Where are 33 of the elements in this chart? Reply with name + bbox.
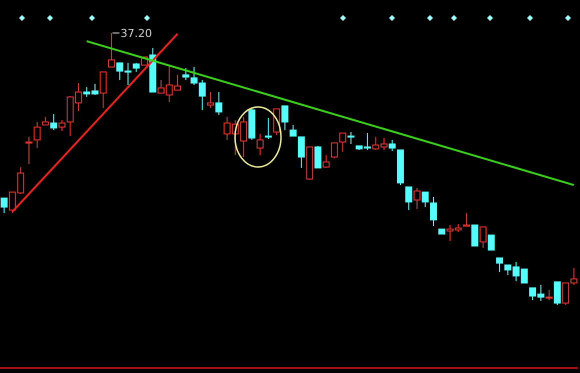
candlestick [25,136,32,165]
candlestick [264,117,272,140]
candlestick [58,120,66,132]
candlestick [463,212,470,227]
candlestick [347,132,354,144]
candlestick [330,142,338,159]
candlestick [100,71,107,109]
candlestick [422,192,429,208]
candlestick [314,145,322,168]
candlestick [496,257,504,273]
candlestick [414,188,420,210]
candlestick [480,226,487,248]
annotation: 37.20 [120,27,152,40]
candlestick [405,186,412,211]
candlestick [488,234,495,251]
candlestick [290,124,297,137]
candlestick [34,121,41,149]
candlestick [430,196,437,227]
candlestick [298,136,305,168]
candlestick [182,68,190,81]
candlestick [256,133,264,156]
candlestick [554,281,561,306]
candlestick [0,198,8,214]
candlestick [388,139,396,152]
candlestick [215,92,222,116]
candlestick [322,154,330,168]
candlestick [281,105,288,131]
candlestick [339,132,346,152]
candlestick [471,224,478,246]
candlestick [50,114,58,131]
candlestick [546,290,553,301]
candlestick [108,32,115,68]
candlestick [207,92,214,109]
